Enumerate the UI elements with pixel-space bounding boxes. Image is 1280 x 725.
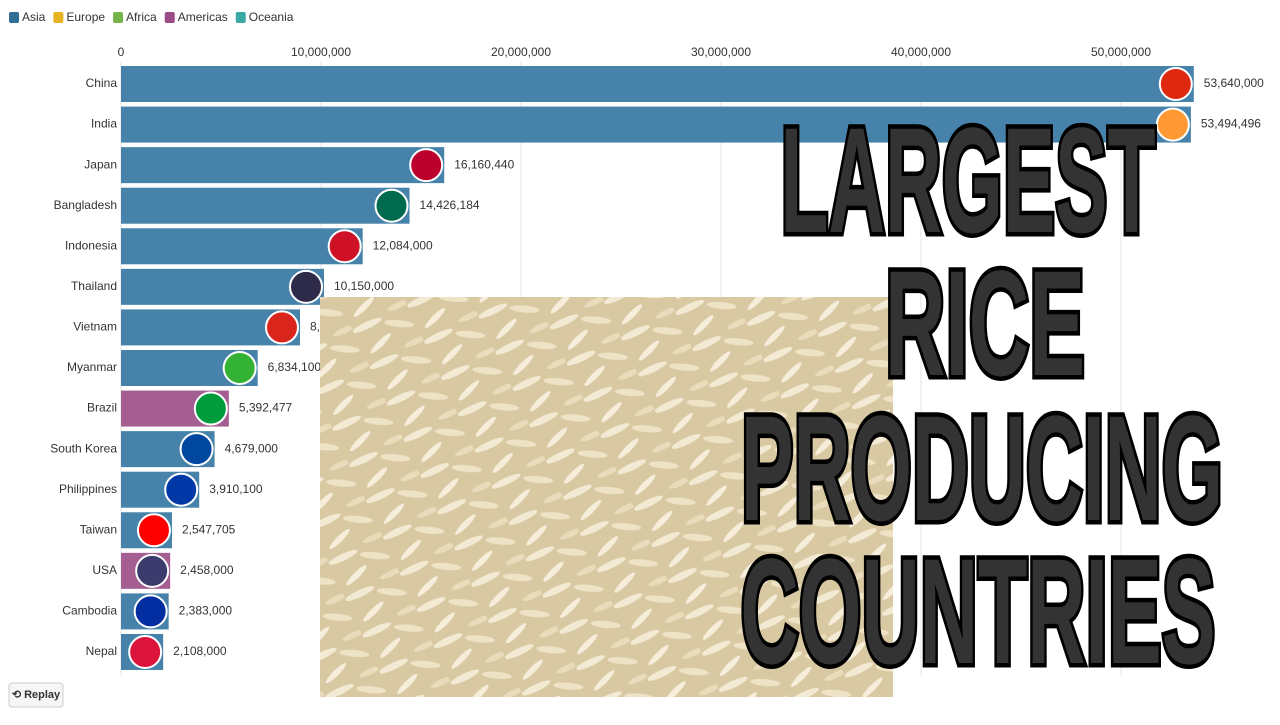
- legend-label: Oceania: [249, 10, 294, 24]
- category-label: Brazil: [87, 401, 117, 415]
- flag: [222, 350, 257, 385]
- value-label: 6,834,100: [268, 360, 322, 374]
- overlay-title-line: PRODUCING: [741, 384, 1223, 552]
- value-label: 14,426,184: [420, 198, 480, 212]
- flag: [136, 513, 171, 548]
- flag: [1155, 107, 1190, 142]
- category-label: USA: [92, 563, 117, 577]
- flag: [179, 432, 214, 467]
- legend-label: Americas: [178, 10, 228, 24]
- x-tick-label: 10,000,000: [291, 45, 351, 59]
- value-label: 4,679,000: [225, 441, 279, 455]
- value-label: 5,392,477: [239, 401, 293, 415]
- x-tick-label: 20,000,000: [491, 45, 551, 59]
- category-label: Myanmar: [67, 360, 117, 374]
- rice-image: [320, 297, 893, 697]
- value-label: 2,108,000: [173, 644, 227, 658]
- flag: [128, 634, 163, 669]
- flag: [289, 269, 323, 304]
- value-label: 3,910,100: [209, 482, 263, 496]
- bar: [121, 228, 363, 265]
- category-label: Thailand: [71, 279, 117, 293]
- flag: [133, 594, 168, 629]
- flag: [327, 229, 362, 264]
- bar: [121, 106, 1191, 143]
- category-label: Cambodia: [62, 604, 117, 618]
- flag: [374, 188, 409, 223]
- legend-label: Europe: [66, 10, 105, 24]
- category-label: Bangladesh: [54, 198, 117, 212]
- replay-label[interactable]: ⟲ Replay: [12, 689, 61, 701]
- value-label: 2,383,000: [179, 604, 233, 618]
- flag: [265, 310, 299, 345]
- bar: [121, 147, 445, 184]
- legend-label: Asia: [22, 10, 46, 24]
- legend-swatch: [113, 12, 124, 23]
- legend-swatch: [164, 12, 175, 23]
- flag: [164, 472, 199, 507]
- category-label: South Korea: [50, 441, 117, 455]
- overlay-title-line: LARGEST: [781, 96, 1156, 264]
- bar: [121, 187, 410, 224]
- x-tick-label: 40,000,000: [891, 45, 951, 59]
- value-label: 16,160,440: [454, 157, 514, 171]
- value-label: 10,150,000: [334, 279, 394, 293]
- flag: [135, 553, 170, 588]
- flag: [193, 391, 228, 426]
- bar: [121, 66, 1194, 102]
- value-label: 53,640,000: [1204, 76, 1264, 90]
- x-tick-label: 0: [118, 45, 125, 59]
- category-label: Nepal: [86, 644, 117, 658]
- overlay-title-line: COUNTRIES: [741, 527, 1216, 695]
- legend-swatch: [53, 12, 64, 23]
- category-label: India: [91, 117, 117, 131]
- category-label: Taiwan: [80, 522, 117, 536]
- category-label: Vietnam: [73, 320, 117, 334]
- category-label: Indonesia: [65, 238, 117, 252]
- category-label: China: [86, 76, 118, 90]
- replay-button[interactable]: ⟲ Replay: [8, 682, 64, 708]
- value-label: 2,458,000: [180, 563, 234, 577]
- x-tick-label: 30,000,000: [691, 45, 751, 59]
- x-tick-label: 50,000,000: [1091, 45, 1151, 59]
- category-label: Japan: [84, 157, 117, 171]
- legend-label: Africa: [126, 10, 157, 24]
- plot-area: 0 10,000,000 20,000,000 30,000,000 40,000,00…: [50, 45, 1264, 676]
- flag: [1158, 67, 1193, 101]
- legend-swatch: [9, 12, 19, 23]
- overlay-title-line: RICE: [885, 239, 1085, 407]
- value-label: 12,084,000: [373, 238, 433, 252]
- replay-button-frame[interactable]: [8, 682, 64, 708]
- legend: Asia Europe Africa Americas Oceania: [9, 10, 294, 24]
- flag: [409, 148, 444, 183]
- legend-swatch: [235, 12, 246, 23]
- category-label: Philippines: [59, 482, 117, 496]
- value-label: 53,494,496: [1201, 117, 1261, 131]
- value-label: 2,547,705: [182, 522, 236, 536]
